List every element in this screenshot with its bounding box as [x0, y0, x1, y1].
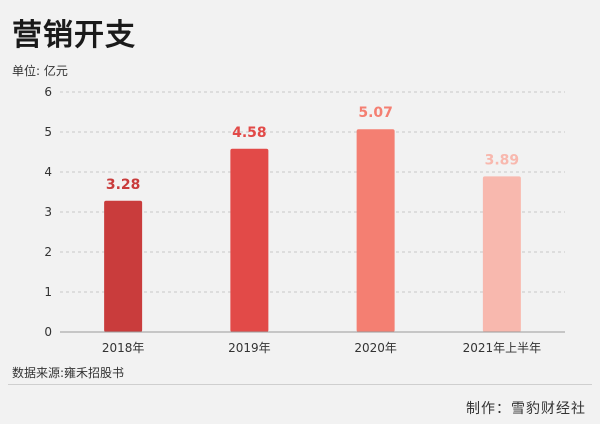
y-tick-label: 2: [44, 245, 52, 259]
y-tick-label: 0: [44, 325, 52, 339]
y-axis-ticks: 0 1 2 3 4 5 6: [44, 85, 52, 339]
bar-1: [104, 200, 143, 332]
x-tick-label: 2018年: [102, 341, 145, 355]
value-labels: 3.28 4.58 5.07 3.89: [106, 105, 519, 193]
x-tick-label: 2020年: [354, 341, 397, 355]
y-tick-label: 1: [44, 285, 52, 299]
bar-chart: 0 1 2 3 4 5 6 3.28 4.58 5.07 3.89 2018年 2019年 2020年…: [44, 85, 565, 355]
value-label: 3.28: [106, 177, 141, 193]
y-tick-label: 4: [44, 165, 52, 179]
chart-title: 营销开支: [12, 18, 136, 53]
y-tick-label: 3: [44, 205, 52, 219]
grid-lines: [60, 91, 565, 293]
footer-divider: [8, 384, 592, 385]
bar-4: [482, 176, 521, 332]
credit-text: 制作：雪豹财经社: [466, 401, 586, 417]
bars: [104, 129, 521, 332]
x-tick-label: 2019年: [228, 341, 271, 355]
y-tick-label: 6: [44, 85, 52, 99]
value-label: 3.89: [485, 152, 520, 168]
bar-3: [356, 129, 395, 332]
x-tick-label: 2021年上半年: [463, 341, 542, 355]
x-axis-ticks: 2018年 2019年 2020年 2021年上半年: [102, 341, 541, 355]
unit-label: 单位: 亿元: [12, 64, 68, 78]
value-label: 4.58: [232, 125, 267, 141]
value-label: 5.07: [358, 105, 393, 121]
bar-2: [230, 148, 269, 332]
data-source: 数据来源:雍禾招股书: [12, 366, 125, 380]
y-tick-label: 5: [44, 125, 52, 139]
